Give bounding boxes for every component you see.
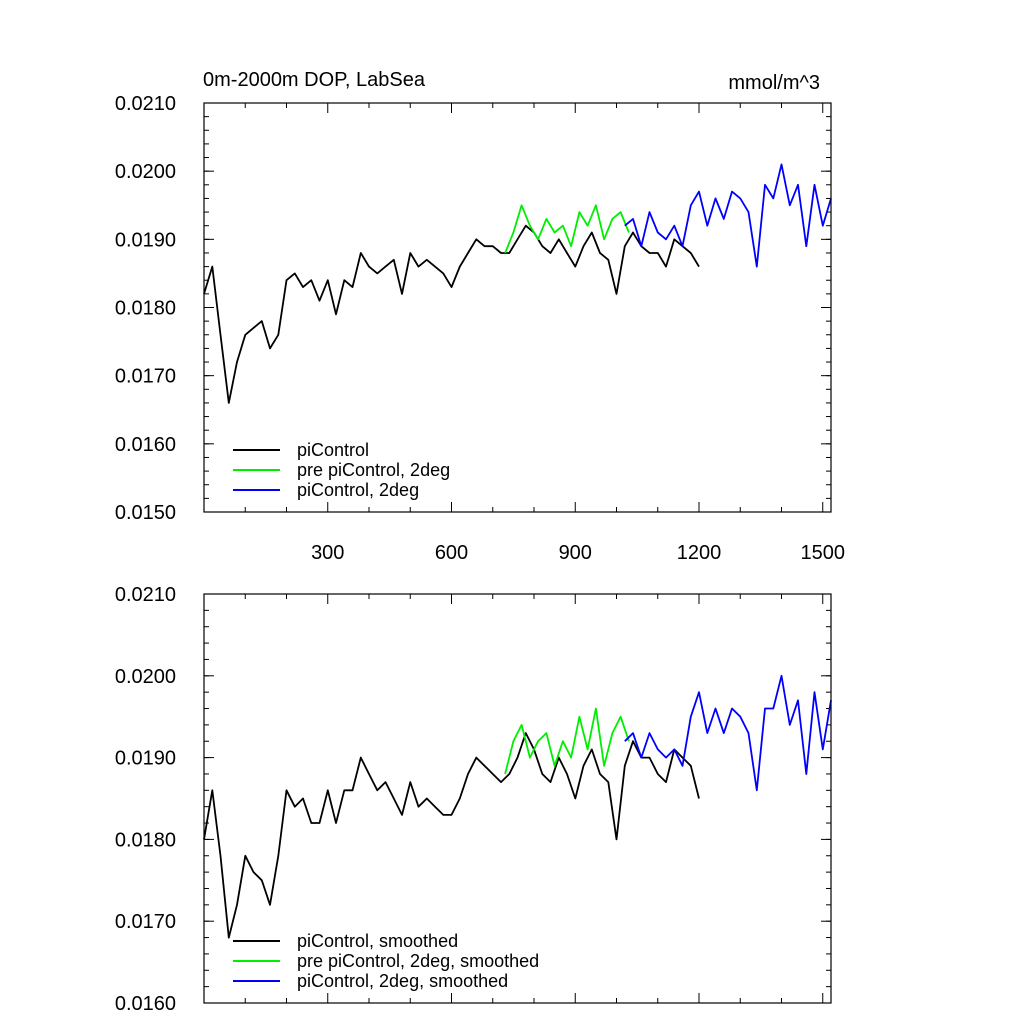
y-tick-label: 0.0180 [115,298,176,320]
y-tick-label: 0.0160 [115,993,176,1015]
top-axis-ticks [204,102,831,513]
series-line-picontrol-2deg [624,163,832,268]
top-x-tick-labels: 300 600 900 1200 1500 [311,542,845,564]
bottom-plot-frame [203,593,832,1004]
x-tick-label: 600 [435,542,468,564]
y-tick-label: 0.0210 [115,93,176,115]
y-tick-label: 0.0200 [115,161,176,183]
legend-label-pre-piControl-2deg: pre piControl, 2deg [297,460,450,480]
top-chart: 0m-2000m DOP, LabSea mmol/m^3 0.01500.01… [115,69,845,564]
legend-label-pre-piControl-2deg-smoothed: pre piControl, 2deg, smoothed [297,951,539,971]
series-line-pre-picontrol-2deg [504,204,630,254]
bottom-legend: piControl, smoothed pre piControl, 2deg,… [233,931,539,991]
y-tick-label: 0.0190 [115,748,176,770]
x-tick-label: 900 [559,542,592,564]
y-tick-label: 0.0170 [115,911,176,933]
y-tick-label: 0.0150 [115,502,176,524]
series-line-picontrol-smoothed [203,732,700,939]
top-y-tick-labels: 0.0150 0.0160 0.0170 0.0180 0.0190 0.0200 0.02… [115,93,176,524]
x-tick-label: 1200 [677,542,722,564]
legend-label-piControl-2deg-smoothed: piControl, 2deg, smoothed [297,971,508,991]
x-tick-label: 300 [311,542,344,564]
y-tick-label: 0.0210 [115,584,176,606]
legend-label-piControl-2deg: piControl, 2deg [297,480,419,500]
y-tick-label: 0.0160 [115,434,176,456]
top-legend: piControl pre piControl, 2deg piControl,… [233,440,450,500]
top-chart-title: 0m-2000m DOP, LabSea [203,69,426,91]
series-line-picontrol-2deg-smoothed [624,674,832,792]
y-tick-label: 0.0190 [115,229,176,251]
y-tick-label: 0.0170 [115,366,176,388]
series-line-pre-picontrol-2deg-smoothed [504,707,630,775]
y-tick-label: 0.0200 [115,666,176,688]
x-tick-label: 1500 [801,542,846,564]
top-series-group [203,163,832,404]
top-plot-frame [203,102,832,513]
legend-label-piControl-smoothed: piControl, smoothed [297,931,458,951]
bottom-y-tick-labels: 0.0160 0.0170 0.0180 0.0190 0.0200 0.0210 [115,584,176,1015]
bottom-series-group [203,674,832,939]
legend-label-piControl: piControl [297,440,369,460]
y-tick-label: 0.0180 [115,829,176,851]
top-chart-units: mmol/m^3 [728,72,820,94]
series-line-picontrol [203,224,700,404]
bottom-chart: 0.0160 0.0170 0.0180 0.0190 0.0200 0.0210 piC… [115,584,832,1015]
